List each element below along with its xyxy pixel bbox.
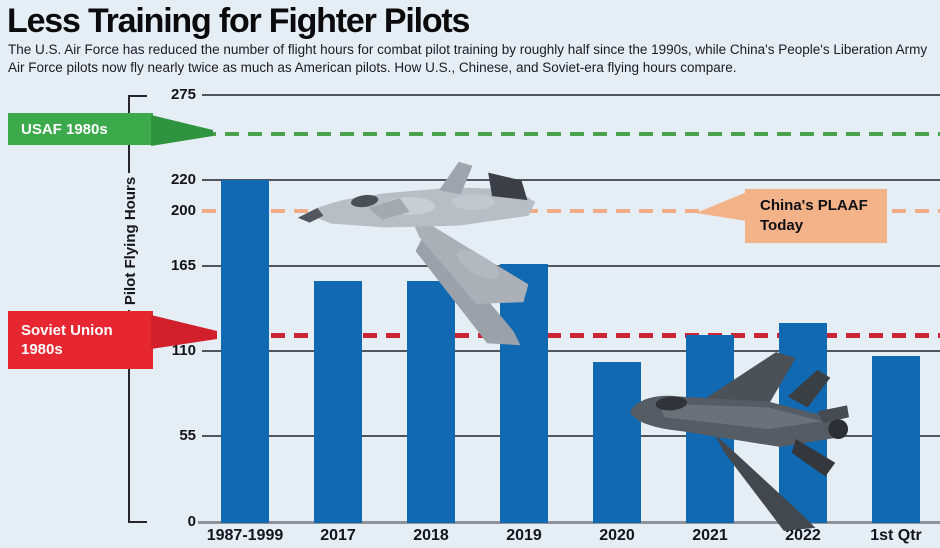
y-tick-label-275: 275 [170, 86, 196, 103]
china-plaaf-today-callout-label: China's PLAAF Today [760, 197, 868, 234]
x-axis-baseline [198, 520, 940, 524]
gridline-275 [202, 94, 940, 96]
gridline-110 [202, 349, 940, 352]
x-axis-label-1st-qtr: 1st Qtr [870, 527, 922, 544]
x-axis-label-2018: 2018 [413, 527, 449, 544]
bar-2018 [407, 281, 455, 523]
y-tick-label-55: 55 [179, 427, 196, 445]
soviet-union-1980s-flag: Soviet Union 1980s [8, 311, 153, 369]
y-axis-top-tick [128, 95, 147, 97]
bar-2017 [314, 281, 362, 523]
gridline-220 [202, 179, 940, 182]
y-tick-label-165: 165 [170, 256, 196, 274]
x-axis-label-2017: 2017 [320, 527, 356, 544]
x-axis-label-1987-1999: 1987-1999 [206, 527, 284, 544]
usaf-1980s-flag-label: USAF 1980s [21, 120, 108, 138]
y-tick-label-110: 110 [171, 341, 196, 359]
bar-1st-qtr [872, 355, 920, 523]
x-axis-label-2019: 2019 [506, 527, 542, 544]
page-subtitle: The U.S. Air Force has reduced the numbe… [8, 42, 928, 75]
gridline-165 [202, 264, 940, 267]
usaf-1980s-flag-tail [151, 115, 213, 146]
gridline-55 [202, 435, 940, 438]
ref-line-usaf-1980s [202, 131, 940, 136]
x-axis-label-2022: 2022 [785, 527, 821, 544]
china-plaaf-today-callout-tail [696, 192, 747, 221]
ref-line-soviet-union-1980s [202, 332, 940, 338]
china-plaaf-today-callout: China's PLAAF Today [745, 189, 887, 243]
us-f35-fighter-jet-image [629, 352, 850, 531]
y-axis-bottom-tick [128, 521, 147, 523]
y-tick-label-220: 220 [170, 171, 196, 189]
chinese-j20-fighter-jet-image [297, 161, 536, 346]
y-tick-label-0: 0 [187, 512, 196, 530]
bar-2019 [500, 264, 548, 523]
page-title: Less Training for Fighter Pilots [7, 2, 470, 40]
x-axis-label-2021: 2021 [692, 527, 728, 544]
bar-1987-1999 [221, 180, 269, 523]
usaf-1980s-flag: USAF 1980s [8, 113, 153, 145]
ref-line-china-s-plaaf-today [202, 209, 940, 214]
soviet-union-1980s-flag-label: Soviet Union 1980s [21, 322, 113, 358]
bar-2020 [593, 361, 641, 523]
soviet-union-1980s-flag-tail [151, 315, 217, 349]
y-tick-label-200: 200 [170, 202, 196, 220]
x-axis-label-2020: 2020 [599, 527, 635, 544]
y-axis-line-lower [128, 310, 130, 523]
